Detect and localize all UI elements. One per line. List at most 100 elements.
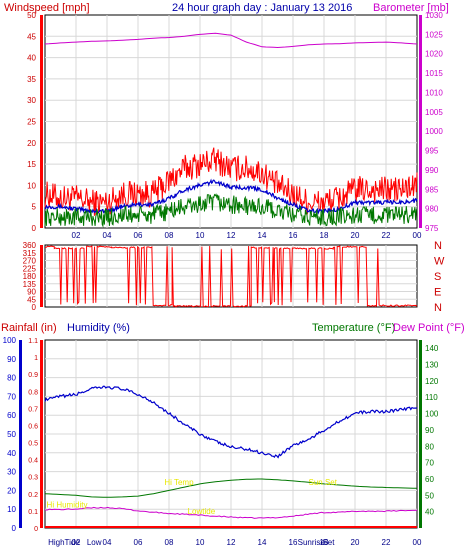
- wind-x-tick-label: 22: [382, 231, 391, 240]
- temperature-y-tick-label: 50: [425, 491, 434, 500]
- temperature-y-tick-label: 110: [425, 393, 438, 402]
- barometer-y-tick-label: 985: [425, 185, 439, 194]
- humidity-left-axis-bar: [19, 340, 22, 528]
- humidity-x-tick-label: 06: [134, 538, 143, 547]
- barometer-y-tick-label: 1025: [425, 30, 443, 39]
- rain-y-tick-label: 1.1: [28, 338, 38, 345]
- humidity-x-tick-label: 12: [227, 538, 236, 547]
- temperature-y-tick-label: 70: [425, 459, 434, 468]
- wind-direction-line: [44, 245, 418, 308]
- rain-y-tick-label: 0.9: [28, 372, 38, 379]
- temperature-y-tick-label: 40: [425, 508, 434, 517]
- direction-y-tick-label: 225: [23, 264, 37, 273]
- barometer-y-tick-label: 1010: [425, 88, 443, 97]
- humidity-y-tick-label: 70: [7, 392, 16, 401]
- wind-y-tick-label: 15: [27, 160, 36, 169]
- wind-x-tick-label: 02: [72, 231, 81, 240]
- rain-y-tick-label: 0.8: [28, 389, 38, 396]
- barometer-axis-label: Barometer [mb]: [373, 2, 449, 14]
- humidity-x-tick-label: 04: [103, 538, 112, 547]
- rain-y-tick-label: 0.5: [28, 441, 38, 448]
- direction-compass-label: W: [434, 256, 445, 268]
- barometer-line: [44, 32, 418, 49]
- graph-annotation: Lowtide: [188, 507, 216, 516]
- wind-x-tick-label: 08: [165, 231, 174, 240]
- barometer-y-tick-label: 980: [425, 205, 439, 214]
- wind-x-tick-label: 04: [103, 231, 112, 240]
- direction-y-tick-label: 0: [32, 303, 37, 312]
- rain-left-axis-bar: [40, 340, 43, 528]
- direction-y-tick-label: 45: [27, 295, 36, 304]
- direction-y-tick-label: 180: [23, 272, 37, 281]
- temperature-y-tick-label: 140: [425, 344, 439, 353]
- humidity-x-tick-label: 02: [72, 538, 81, 547]
- wind-left-axis-bar: [40, 15, 43, 228]
- rain-y-tick-label: 0.1: [28, 509, 38, 516]
- humidity-temperature-panel: 010203040506070809010000.10.20.30.40.50.…: [3, 336, 439, 547]
- barometer-y-tick-label: 995: [425, 147, 439, 156]
- wind-y-tick-label: 35: [27, 75, 36, 84]
- rain-y-tick-label: 0.4: [28, 458, 38, 465]
- wind-x-tick-label: 16: [289, 231, 298, 240]
- wind-y-tick-label: 45: [27, 32, 36, 41]
- bottom-annotation: HighTide: [48, 538, 80, 547]
- wind-y-tick-label: 5: [32, 203, 37, 212]
- direction-left-axis-bar: [40, 245, 43, 307]
- temperature-y-tick-label: 120: [425, 377, 439, 386]
- humidity-x-tick-label: 16: [289, 538, 298, 547]
- humidity-y-tick-label: 80: [7, 374, 16, 383]
- wind-barometer-panel: 0510152025303540455097598098599099510001…: [27, 11, 443, 240]
- temperature-y-tick-label: 100: [425, 410, 439, 419]
- dewpoint-line: [45, 506, 418, 519]
- humidity-x-tick-label: 14: [258, 538, 267, 547]
- graph-title: 24 hour graph day : January 13 2016: [172, 2, 352, 14]
- rain-y-tick-label: 0.3: [28, 475, 38, 482]
- temperature-y-tick-label: 130: [425, 361, 439, 370]
- bottom-annotation: Sunrise: [298, 538, 326, 547]
- direction-compass-label: N: [434, 302, 442, 314]
- wind-x-tick-label: 20: [351, 231, 360, 240]
- wind-y-tick-label: 40: [27, 54, 36, 63]
- direction-compass-label: S: [434, 271, 441, 283]
- temperature-y-tick-label: 90: [425, 426, 434, 435]
- wind-x-tick-label: 06: [134, 231, 143, 240]
- bottom-annotation: Low: [87, 538, 102, 547]
- barometer-y-tick-label: 1020: [425, 50, 443, 59]
- windspeed-axis-label: Windspeed [mph]: [4, 2, 90, 14]
- direction-compass-label: N: [434, 240, 442, 252]
- wind-x-tick-label: 18: [320, 231, 329, 240]
- humidity-line: [44, 385, 418, 459]
- humidity-x-tick-label: 00: [413, 538, 422, 547]
- direction-compass-label: E: [434, 287, 441, 299]
- barometer-y-tick-label: 1000: [425, 127, 443, 136]
- direction-y-tick-label: 135: [23, 280, 37, 289]
- windspeed-line: [44, 147, 418, 216]
- barometer-y-tick-label: 975: [425, 224, 439, 233]
- rain-y-tick-label: 0: [34, 526, 38, 533]
- temperature-axis-label: Temperature (°F): [312, 322, 395, 334]
- wind-x-tick-label: 12: [227, 231, 236, 240]
- temperature-y-tick-label: 80: [425, 442, 434, 451]
- direction-y-tick-label: 270: [23, 257, 37, 266]
- temperature-line: [44, 478, 418, 498]
- humidity-y-tick-label: 10: [7, 505, 16, 514]
- humidity-axis-label: Humidity (%): [67, 322, 130, 334]
- humidity-y-tick-label: 30: [7, 468, 16, 477]
- direction-y-tick-label: 315: [23, 249, 37, 258]
- humidity-x-tick-label: 08: [165, 538, 174, 547]
- wind-x-tick-label: 14: [258, 231, 267, 240]
- rain-y-tick-label: 0.6: [28, 423, 38, 430]
- humidity-y-tick-label: 20: [7, 486, 16, 495]
- wind-y-tick-label: 0: [32, 224, 37, 233]
- dewpoint-axis-label: Dew Point (°F): [393, 322, 465, 334]
- barometer-y-tick-label: 1015: [425, 69, 443, 78]
- wind-low-line: [44, 193, 418, 228]
- graph-annotation: Hi Humidity: [47, 500, 88, 509]
- graph-annotation: Sun Set: [309, 478, 338, 487]
- bottom-annotation: Set: [322, 538, 335, 547]
- wind-x-tick-label: 00: [413, 231, 422, 240]
- humidity-y-tick-label: 40: [7, 449, 16, 458]
